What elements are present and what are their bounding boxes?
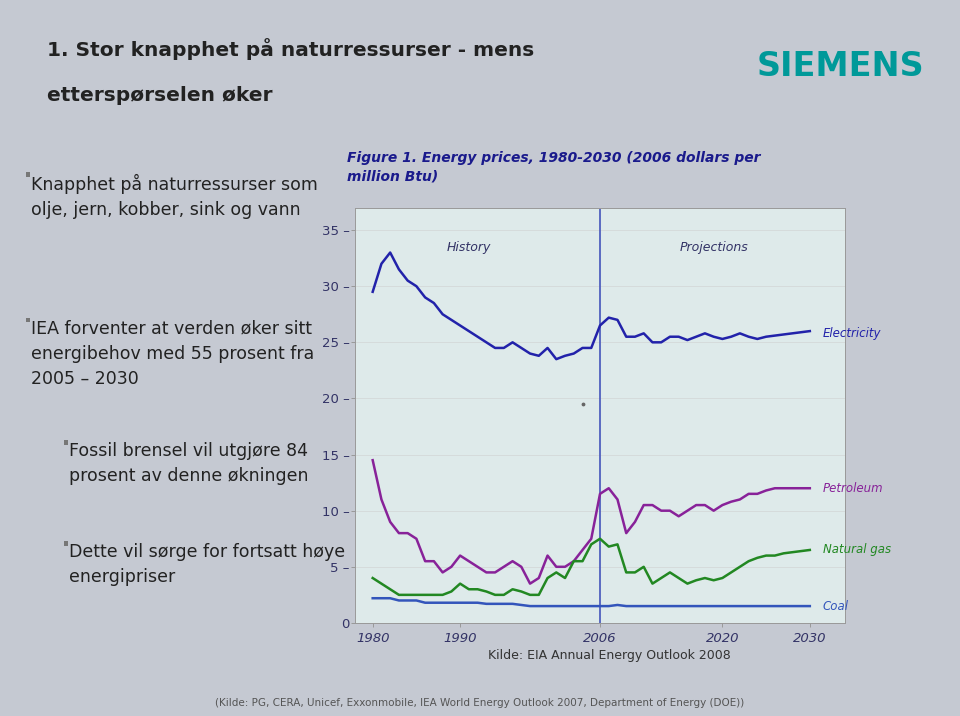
Text: Electricity: Electricity bbox=[823, 326, 881, 340]
Bar bbox=[26, 173, 30, 178]
Bar bbox=[63, 440, 68, 445]
Text: Petroleum: Petroleum bbox=[823, 482, 883, 495]
Text: etterspørselen øker: etterspørselen øker bbox=[47, 86, 273, 105]
Text: Projections: Projections bbox=[680, 241, 748, 254]
Bar bbox=[63, 541, 68, 546]
Text: IEA forventer at verden øker sitt
energibehov med 55 prosent fra
2005 – 2030: IEA forventer at verden øker sitt energi… bbox=[31, 319, 314, 387]
Text: Dette vil sørge for fortsatt høye
energipriser: Dette vil sørge for fortsatt høye energi… bbox=[69, 543, 345, 586]
Text: SIEMENS: SIEMENS bbox=[756, 49, 924, 83]
Text: Coal: Coal bbox=[823, 599, 849, 613]
Text: Figure 1. Energy prices, 1980-2030 (2006 dollars per
million Btu): Figure 1. Energy prices, 1980-2030 (2006… bbox=[347, 151, 760, 183]
Text: (Kilde: PG, CERA, Unicef, Exxonmobile, IEA World Energy Outlook 2007, Department: (Kilde: PG, CERA, Unicef, Exxonmobile, I… bbox=[215, 698, 745, 708]
Text: History: History bbox=[446, 241, 492, 254]
Text: Knapphet på naturressurser som
olje, jern, kobber, sink og vann: Knapphet på naturressurser som olje, jer… bbox=[31, 175, 318, 220]
Text: Fossil brensel vil utgjøre 84
prosent av denne økningen: Fossil brensel vil utgjøre 84 prosent av… bbox=[69, 442, 308, 485]
Text: Kilde: EIA Annual Energy Outlook 2008: Kilde: EIA Annual Energy Outlook 2008 bbox=[489, 649, 731, 662]
Bar bbox=[26, 317, 30, 322]
Text: 1. Stor knapphet på naturressurser - mens: 1. Stor knapphet på naturressurser - men… bbox=[47, 37, 534, 59]
Text: Natural gas: Natural gas bbox=[823, 543, 891, 556]
